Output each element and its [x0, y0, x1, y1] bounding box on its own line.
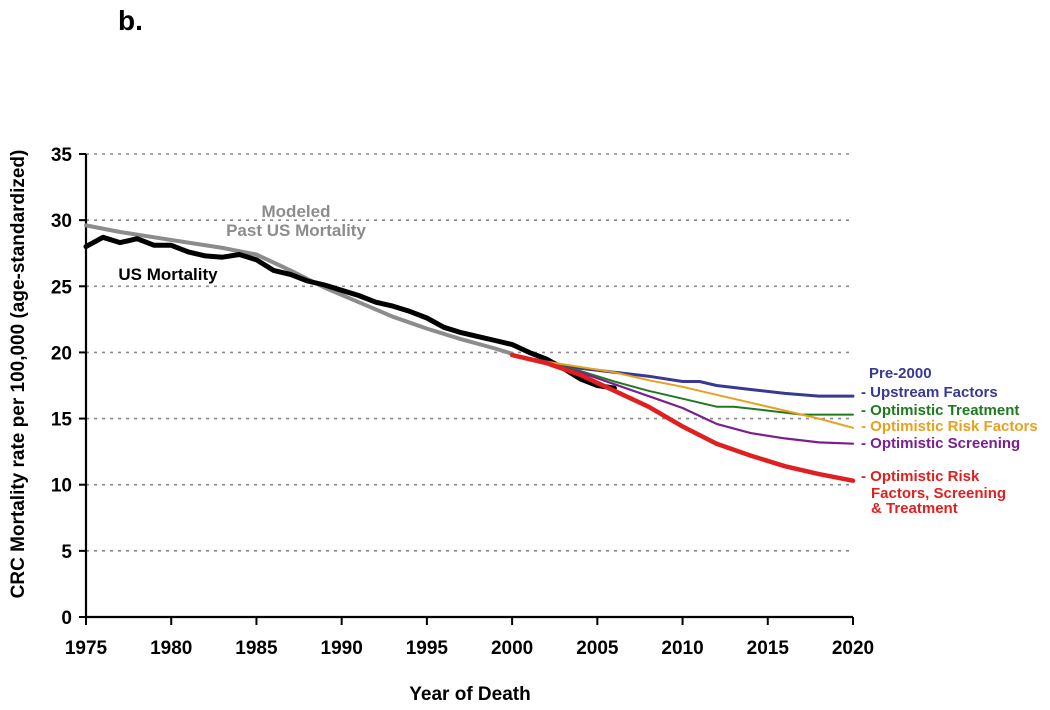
series-label-3-line-1: - Optimistic Treatment — [861, 402, 1019, 419]
series-label-2-line-2: - Upstream Factors — [861, 384, 998, 401]
x-tick-label-1975: 1975 — [65, 638, 108, 659]
series-line-us-mortality — [83, 234, 617, 391]
annotation-modeled-line2: Past US Mortality — [226, 221, 366, 240]
series-label-4-line-1: - Optimistic Risk Factors — [861, 418, 1038, 435]
x-tick-label-1985: 1985 — [235, 638, 278, 659]
x-tick-label-2000: 2000 — [491, 638, 533, 659]
annotation-modeled-line1: Modeled — [262, 202, 331, 221]
y-tick-label-0: 0 — [61, 608, 72, 629]
y-tick-label-5: 5 — [61, 542, 72, 563]
x-tick-label-1980: 1980 — [150, 638, 192, 659]
series-label-6-line-3: & Treatment — [871, 500, 958, 517]
series-label-6-line-2: Factors, Screening — [871, 485, 1006, 502]
series-line-optimistic-risk-factors — [511, 354, 854, 429]
x-tick-label-2020: 2020 — [832, 638, 874, 659]
y-tick-label-25: 25 — [51, 277, 73, 298]
x-axis-title: Year of Death — [409, 684, 530, 705]
series-line-optimistic-risk-factors-screening-treatment — [509, 352, 856, 483]
y-axis-title: CRC Mortality rate per 100,000 (age-stan… — [8, 150, 29, 599]
annotation-us-mortality: US Mortality — [118, 265, 218, 284]
series-line-pre-2000-upstream-factors — [510, 353, 855, 398]
y-tick-label-10: 10 — [51, 476, 72, 497]
series-label-2-line-1: Pre-2000 — [869, 365, 932, 382]
axes: 0 5 10 15 20 25 30 35 1975 1980 1985 1990 1995 2000 20… — [51, 145, 874, 659]
y-tick-label-30: 30 — [51, 211, 72, 232]
series-label-5-line-1: - Optimistic Screening — [861, 435, 1020, 452]
y-tick-label-35: 35 — [51, 145, 73, 166]
x-tick-label-2010: 2010 — [661, 638, 703, 659]
x-tick-label-2015: 2015 — [747, 638, 790, 659]
series-end-labels: Pre-2000 - Upstream Factors- Optimistic T… — [861, 365, 1038, 517]
y-tick-label-15: 15 — [51, 410, 73, 431]
series-lines — [83, 223, 856, 483]
x-tick-label-1990: 1990 — [321, 638, 363, 659]
panel-label: b. — [118, 5, 143, 36]
y-tick-label-20: 20 — [51, 343, 72, 364]
x-tick-label-1995: 1995 — [406, 638, 449, 659]
series-label-6-line-1: - Optimistic Risk — [861, 468, 980, 485]
x-tick-label-2005: 2005 — [576, 638, 619, 659]
gridlines — [86, 153, 853, 552]
